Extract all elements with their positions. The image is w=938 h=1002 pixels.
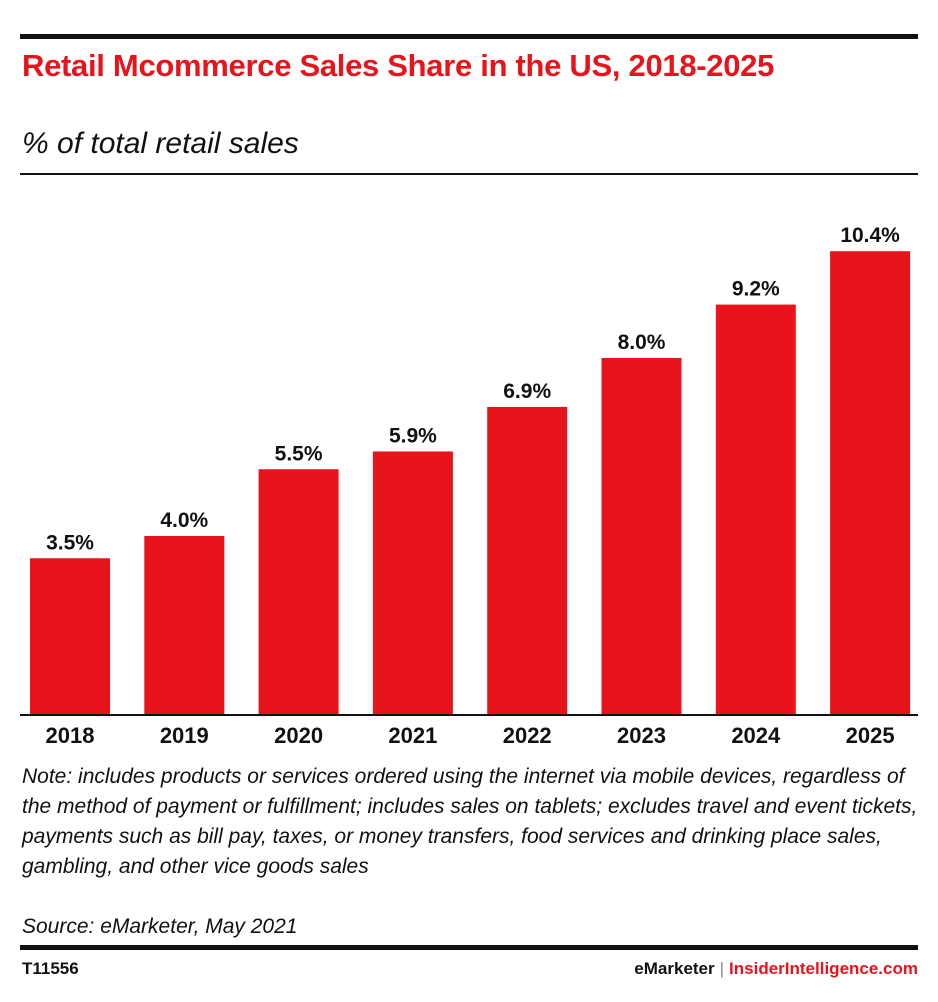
x-tick-label-2019: 2019	[160, 723, 209, 748]
x-tick-label-2021: 2021	[388, 723, 437, 748]
x-axis-baseline	[20, 714, 918, 716]
chart-subtitle: % of total retail sales	[22, 127, 299, 160]
chart-source: Source: eMarketer, May 2021	[22, 915, 298, 938]
chart-note: Note: includes products or services orde…	[22, 765, 918, 878]
x-tick-label-2020: 2020	[274, 723, 323, 748]
chart-id: T11556	[22, 959, 79, 978]
value-label-2018: 3.5%	[46, 531, 94, 554]
x-tick-label-2023: 2023	[617, 723, 666, 748]
value-label-2025: 10.4%	[840, 224, 900, 247]
bar-2022	[487, 406, 568, 714]
bar-2020	[258, 469, 339, 714]
x-tick-label-2025: 2025	[846, 723, 895, 748]
bottom-rule	[20, 945, 918, 950]
bar-2024	[715, 304, 796, 714]
bar-2023	[601, 358, 682, 714]
value-label-2022: 6.9%	[503, 380, 551, 403]
bar-chart: 3.5% 2018 4.0% 2019 5.5% 2020 5.9% 2021 6.9% 2022…	[30, 224, 911, 748]
value-label-2019: 4.0%	[160, 509, 208, 532]
x-tick-label-2018: 2018	[46, 723, 95, 748]
value-label-2024: 9.2%	[732, 278, 780, 301]
x-tick-label-2022: 2022	[503, 723, 552, 748]
bar-2018	[30, 558, 110, 714]
value-label-2021: 5.9%	[389, 424, 437, 447]
bar-2021	[372, 451, 453, 714]
brand-footer: eMarketer | InsiderIntelligence.com	[634, 958, 918, 980]
bar-2019	[144, 536, 225, 714]
brand-emarketer: eMarketer	[634, 959, 715, 978]
bar-2025	[830, 251, 911, 714]
brand-insiderintelligence-link[interactable]: InsiderIntelligence.com	[729, 959, 918, 978]
value-label-2020: 5.5%	[275, 442, 323, 465]
top-rule	[20, 34, 918, 39]
value-label-2023: 8.0%	[618, 331, 666, 354]
subtitle-rule	[20, 173, 918, 175]
chart-title: Retail Mcommerce Sales Share in the US, …	[22, 48, 775, 83]
x-tick-label-2024: 2024	[731, 723, 781, 748]
brand-separator: |	[719, 959, 725, 978]
